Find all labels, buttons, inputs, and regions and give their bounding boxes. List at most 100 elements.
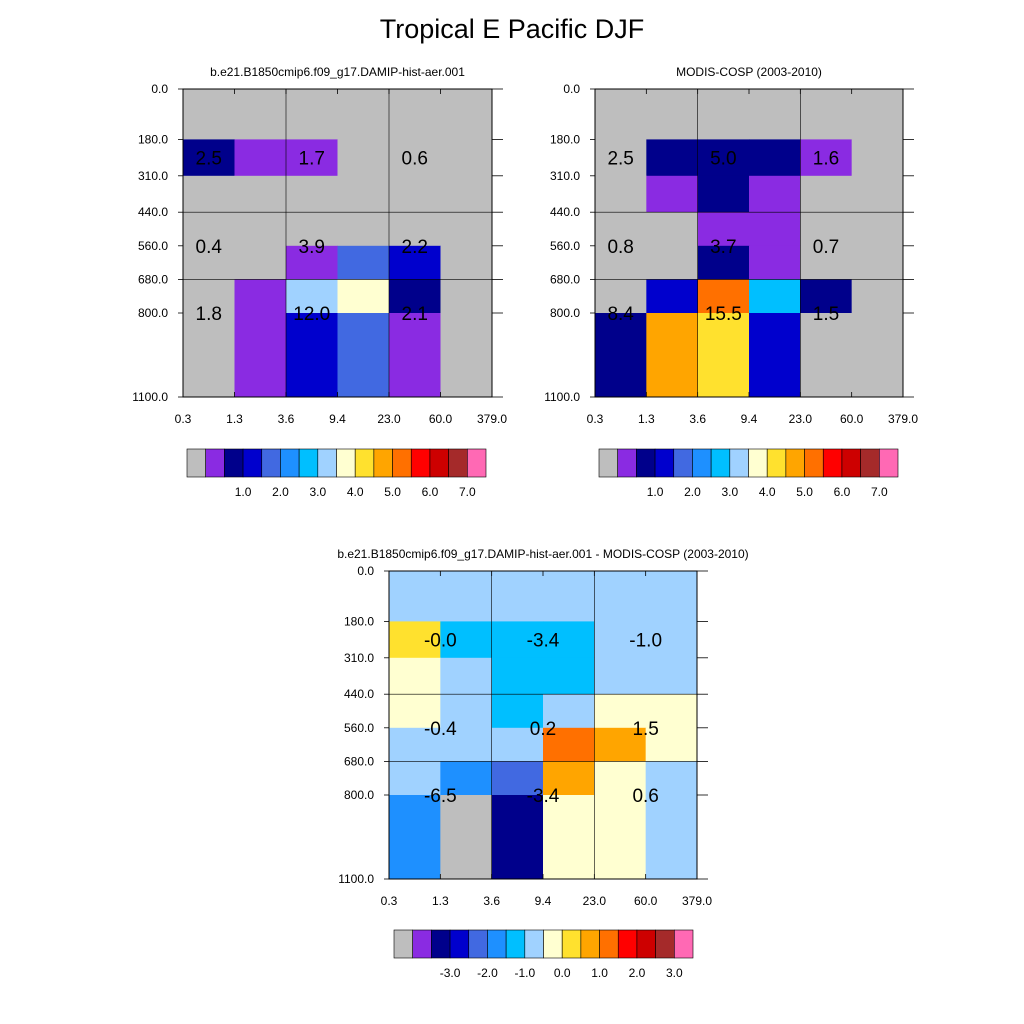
heatmap-cell: [234, 175, 287, 213]
cell-value-label: 1.6: [813, 149, 839, 170]
colorbar-swatch: [449, 929, 470, 959]
heatmap-cell: [645, 727, 698, 762]
heatmap-cell: [594, 694, 647, 729]
heatmap-cell: [645, 571, 698, 622]
heatmap-cell: [183, 212, 235, 247]
cell-value-label: -1.0: [629, 631, 662, 652]
cell-value-label: 2.5: [607, 149, 633, 170]
heatmap-cell: [646, 313, 699, 398]
heatmap-cell: [389, 694, 441, 729]
heatmap-cell: [337, 175, 390, 213]
heatmap-cell: [595, 89, 647, 140]
cell-value-label: 1.5: [813, 304, 839, 325]
colorbar-label: -2.0: [477, 966, 498, 980]
cell-value-label: 1.5: [632, 719, 658, 740]
heatmap-cell: [595, 212, 647, 247]
y-tick-label: 680.0: [138, 272, 168, 286]
heatmap-cell: [286, 89, 338, 140]
colorbar-label: 4.0: [347, 485, 364, 499]
colorbar-swatch: [822, 448, 843, 478]
colorbar-swatch: [205, 448, 225, 478]
heatmap-cell: [851, 139, 904, 177]
colorbar-swatch: [729, 448, 749, 478]
colorbar-label: 1.0: [647, 485, 664, 499]
heatmap-cell: [440, 313, 493, 398]
heatmap-cell: [543, 621, 595, 659]
colorbar: 1.0 2.0 3.0 4.0 5.0 6.0 7.0: [598, 448, 899, 499]
heatmap-cell: [800, 212, 853, 247]
x-tick-label: 3.6: [483, 894, 500, 908]
panel-title: b.e21.B1850cmip6.f09_g17.DAMIP-hist-aer.…: [210, 65, 465, 79]
y-tick-label: 310.0: [138, 169, 168, 183]
heatmap-cell: [440, 727, 493, 762]
x-tick-label: 1.3: [432, 894, 449, 908]
heatmap-cell: [594, 795, 647, 880]
heatmap-cell: [645, 657, 698, 695]
cell-value-label: 12.0: [293, 304, 330, 325]
heatmap-cell: [440, 89, 493, 140]
heatmap-cell: [389, 139, 441, 177]
colorbar-swatch: [224, 448, 244, 478]
cell-value-label: 0.6: [632, 786, 658, 807]
colorbar-swatch: [673, 448, 693, 478]
heatmap-cell: [645, 761, 698, 796]
colorbar-label: 2.0: [629, 966, 646, 980]
heatmap-cell: [543, 694, 595, 729]
heatmap-cell: [286, 279, 338, 314]
y-tick-label: 440.0: [344, 687, 374, 701]
x-tick-label: 9.4: [535, 894, 552, 908]
heatmap-cell: [851, 313, 904, 398]
cell-value-label: 2.2: [402, 237, 428, 258]
heatmap-cell: [543, 571, 595, 622]
colorbar-label: 5.0: [384, 485, 401, 499]
colorbar-swatch: [655, 929, 675, 959]
cell-value-label: -3.4: [527, 631, 560, 652]
heatmap-cell: [491, 571, 544, 622]
heatmap-cell: [491, 621, 544, 659]
colorbar-swatch: [336, 448, 356, 478]
y-tick-label: 310.0: [550, 169, 580, 183]
colorbar: -3.0 -2.0 -1.0 0.0 1.0 2.0 3.0: [393, 929, 694, 980]
heatmap-cell: [645, 694, 698, 729]
heatmap-cell: [337, 313, 390, 398]
heatmap-cell: [440, 795, 493, 880]
heatmap-cell: [595, 175, 647, 213]
heatmap-cell: [851, 245, 904, 280]
x-tick-label: 379.0: [888, 412, 918, 426]
colorbar-swatch: [654, 448, 675, 478]
colorbar-label: 2.0: [684, 485, 701, 499]
heatmap-cell: [286, 212, 338, 247]
heatmap-cell: [234, 89, 287, 140]
cell-value-label: -6.5: [424, 786, 457, 807]
heatmap-panel-2: MODIS-COSP (2003-2010) 0.3 1.3 3.6 9.4 23.0 60…: [544, 65, 918, 499]
colorbar-swatch: [598, 448, 618, 478]
colorbar-label: 0.0: [554, 966, 571, 980]
colorbar-swatch: [599, 929, 619, 959]
heatmap-cell: [594, 571, 647, 622]
heatmap-cell: [646, 245, 699, 280]
colorbar-label: -1.0: [514, 966, 535, 980]
colorbar-swatch: [410, 448, 431, 478]
colorbar-swatch: [431, 929, 451, 959]
colorbar-swatch: [692, 448, 712, 478]
colorbar-swatch: [561, 929, 582, 959]
heatmap-cell: [389, 89, 441, 140]
cell-value-label: 8.4: [607, 304, 634, 325]
page-title: Tropical E Pacific DJF: [379, 14, 645, 44]
x-tick-label: 379.0: [477, 412, 507, 426]
y-tick-label: 680.0: [344, 754, 374, 768]
heatmap-cell: [389, 175, 441, 213]
colorbar-swatch: [879, 448, 899, 478]
cell-value-label: 1.7: [299, 149, 325, 170]
heatmap-cell: [337, 245, 390, 280]
heatmap-panel-1: b.e21.B1850cmip6.f09_g17.DAMIP-hist-aer.…: [132, 65, 507, 499]
heatmap-cell: [800, 89, 853, 140]
heatmap-cell: [543, 727, 595, 762]
x-tick-label: 60.0: [634, 894, 658, 908]
heatmap-cell: [337, 139, 390, 177]
x-tick-label: 9.4: [741, 412, 758, 426]
x-tick-label: 0.3: [175, 412, 192, 426]
y-tick-label: 800.0: [344, 788, 374, 802]
y-tick-label: 0.0: [563, 82, 580, 96]
cell-value-label: 0.7: [813, 237, 839, 258]
